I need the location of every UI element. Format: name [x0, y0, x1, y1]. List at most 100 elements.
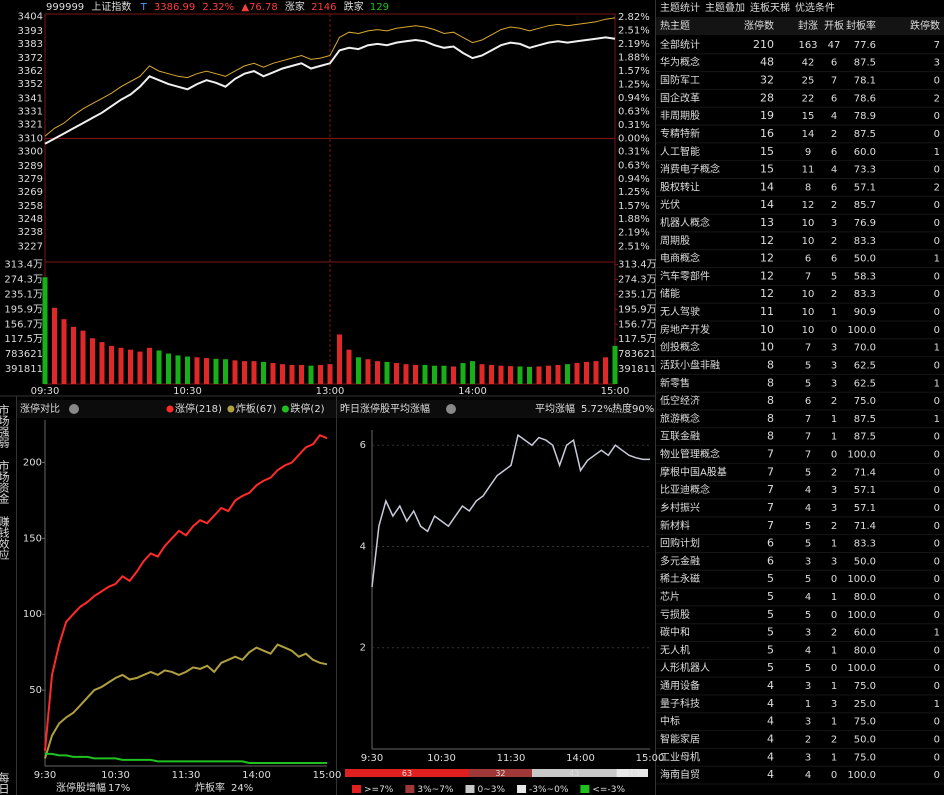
tab[interactable]: 主题叠加 — [705, 2, 745, 14]
table-cell: 3 — [831, 503, 837, 514]
column-header[interactable]: 跌停数 — [910, 19, 940, 32]
table-cell[interactable]: 非周期股 — [660, 110, 700, 122]
table-cell: 57.1 — [854, 503, 876, 514]
table-cell[interactable]: 国防军工 — [660, 74, 700, 87]
table-cell[interactable]: 低空经济 — [660, 394, 700, 407]
column-header[interactable]: 热主题 — [660, 19, 690, 32]
table-cell[interactable]: 股权转让 — [660, 180, 700, 193]
table-cell[interactable]: 创投概念 — [660, 341, 700, 354]
y-tick-label: 3383 — [18, 39, 43, 50]
table-cell: 22 — [802, 93, 815, 104]
x-tick-label: 10:30 — [427, 753, 456, 764]
table-cell[interactable]: 亏损股 — [660, 608, 690, 621]
table-cell: 0 — [934, 610, 940, 621]
table-cell: 6 — [831, 58, 837, 69]
table-cell[interactable]: 活跃小盘非融 — [660, 358, 720, 371]
info-icon[interactable] — [446, 404, 456, 414]
table-cell[interactable]: 互联金融 — [660, 430, 700, 443]
table-cell[interactable]: 人形机器人 — [660, 661, 710, 674]
volume-bar — [213, 358, 219, 384]
table-cell[interactable]: 周期股 — [660, 235, 690, 247]
table-cell[interactable]: 中标 — [660, 715, 680, 728]
table-cell[interactable]: 人工智能 — [660, 145, 700, 158]
volume-bar — [441, 365, 447, 384]
panel-header — [17, 400, 336, 418]
column-header[interactable]: 封板率 — [846, 19, 876, 32]
table-cell[interactable]: 光伏 — [660, 198, 680, 211]
table-cell: 80.0 — [854, 592, 876, 603]
tab[interactable]: 连板天梯 — [750, 1, 790, 14]
table-cell[interactable]: 稀土永磁 — [660, 572, 700, 585]
table-cell[interactable]: 汽车零部件 — [660, 269, 710, 282]
table-cell: 1 — [805, 699, 811, 710]
table-cell[interactable]: 乡村振兴 — [660, 501, 700, 514]
volume-bar — [270, 363, 276, 384]
table-cell: 7 — [767, 483, 774, 496]
table-cell[interactable]: 旅游概念 — [660, 412, 700, 425]
y2-tick-label: 0.63% — [618, 160, 650, 171]
table-cell: 3 — [831, 360, 837, 371]
down-label: 跌家 — [344, 0, 364, 13]
table-cell[interactable]: 回购计划 — [660, 537, 700, 550]
volume-tick-label: 235.1万 — [618, 289, 657, 300]
table-cell: 0 — [934, 165, 940, 176]
table-cell[interactable]: 电商概念 — [660, 252, 700, 265]
table-cell[interactable]: 全部统计 — [660, 38, 700, 51]
table-cell: 10 — [760, 341, 774, 354]
table-cell[interactable]: 通用设备 — [660, 679, 700, 692]
side-tab[interactable]: 市场资金 — [0, 459, 10, 504]
table-cell: 1 — [934, 699, 940, 710]
table-cell[interactable]: 专精特新 — [660, 127, 700, 140]
table-cell[interactable]: 比亚迪概念 — [660, 483, 710, 496]
table-cell[interactable]: 多元金融 — [660, 554, 700, 567]
column-header[interactable]: 涨停数 — [744, 19, 774, 32]
table-cell: 10 — [802, 307, 815, 318]
table-cell: 7 — [767, 519, 774, 532]
side-tab[interactable]: 每日 — [0, 771, 10, 794]
x-tick-label: 11:30 — [497, 753, 526, 764]
side-tab[interactable]: 市场强弱 — [0, 403, 10, 449]
tab[interactable]: 优选条件 — [795, 1, 835, 14]
table-cell: 2 — [831, 236, 837, 247]
table-cell[interactable]: 储能 — [660, 287, 680, 300]
table-cell[interactable]: 机器人概念 — [660, 216, 710, 229]
table-cell: 2 — [831, 129, 837, 140]
table-cell[interactable]: 碳中和 — [660, 626, 690, 639]
table-cell: 6 — [831, 254, 837, 265]
column-header[interactable]: 封涨 — [798, 19, 818, 32]
volume-bar — [555, 364, 561, 384]
volume-bar — [508, 366, 513, 384]
info-icon[interactable] — [69, 404, 79, 414]
table-cell[interactable]: 工业母机 — [660, 750, 700, 763]
table-cell: 78.1 — [854, 76, 876, 87]
legend-dot — [227, 405, 235, 413]
table-cell[interactable]: 华为概念 — [660, 56, 700, 69]
table-cell[interactable]: 物业管理概念 — [660, 448, 720, 461]
table-cell[interactable]: 海南自贸 — [660, 768, 700, 781]
y2-tick-label: 1.25% — [618, 187, 650, 198]
table-cell[interactable]: 量子科技 — [660, 697, 700, 710]
footer-label: 涨停股增幅 — [56, 781, 106, 794]
table-cell[interactable]: 无人驾驶 — [660, 305, 700, 318]
volume-bar — [584, 361, 589, 384]
table-cell[interactable]: 新零售 — [660, 376, 690, 389]
table-cell: 83.3 — [854, 289, 876, 300]
table-cell[interactable]: 新材料 — [660, 519, 690, 532]
table-cell[interactable]: 智能家居 — [660, 732, 700, 745]
table-cell: 100.0 — [847, 770, 876, 781]
table-cell[interactable]: 无人机 — [660, 643, 690, 656]
table-cell: 7 — [805, 343, 811, 354]
table-cell: 0 — [831, 325, 837, 336]
side-tab[interactable]: 赚钱效应 — [0, 515, 10, 561]
column-header[interactable]: 开板 — [824, 19, 844, 32]
table-cell[interactable]: 消费电子概念 — [660, 163, 720, 176]
volume-bar — [451, 366, 456, 384]
table-cell[interactable]: 摩根中国A股基 — [660, 465, 727, 478]
table-cell: 3 — [831, 556, 837, 567]
table-cell[interactable]: 芯片 — [660, 590, 680, 603]
table-cell[interactable]: 房地产开发 — [660, 323, 710, 336]
table-cell: 0 — [934, 432, 940, 443]
table-cell[interactable]: 国企改革 — [660, 91, 700, 104]
table-cell: 15 — [802, 111, 815, 122]
tab[interactable]: 主题统计 — [660, 1, 700, 14]
